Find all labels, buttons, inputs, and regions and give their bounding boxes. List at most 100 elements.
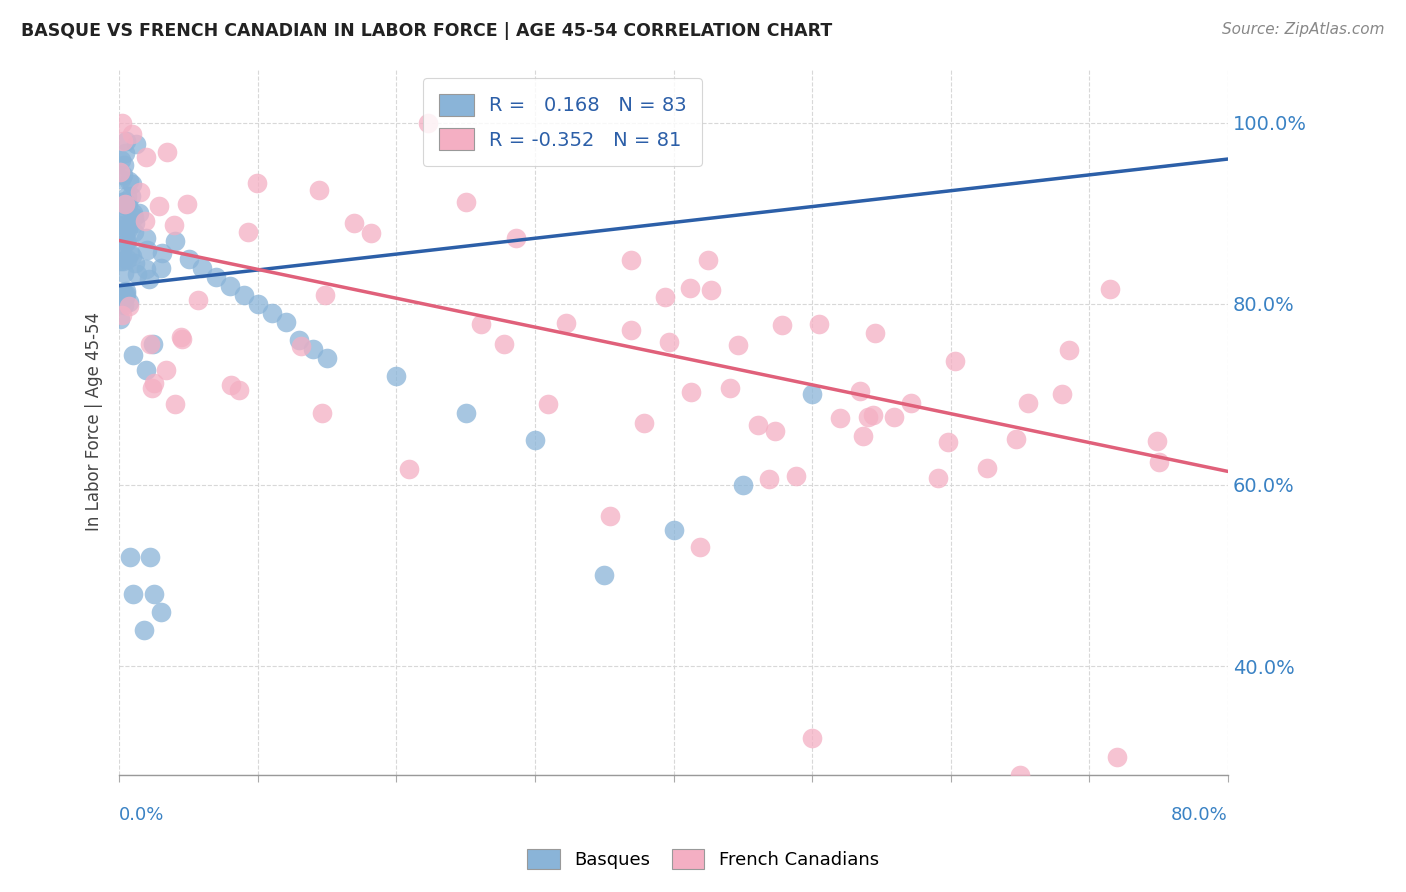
Point (177, 252, 200, 266)
Point (122, 226, 145, 240)
Point (456, 195, 478, 210)
Point (112, 285, 135, 300)
Point (758, 472, 780, 486)
Point (763, 424, 786, 438)
Point (302, 342, 325, 356)
Point (398, 462, 420, 476)
Point (114, 157, 136, 171)
Point (155, 363, 177, 377)
Legend: R =   0.168   N = 83, R = -0.352   N = 81: R = 0.168 N = 83, R = -0.352 N = 81 (423, 78, 703, 166)
Point (1008, 767, 1031, 781)
Point (149, 605, 172, 619)
Text: 80.0%: 80.0% (1171, 806, 1227, 824)
Point (115, 284, 138, 298)
Point (494, 337, 516, 351)
Point (117, 252, 139, 266)
Point (808, 318, 831, 332)
Point (110, 171, 132, 186)
Point (112, 219, 135, 233)
Point (770, 318, 793, 332)
Point (112, 266, 135, 280)
Point (115, 189, 138, 203)
Point (112, 298, 135, 312)
Point (122, 210, 145, 224)
Point (170, 332, 193, 346)
Point (124, 216, 146, 230)
Point (141, 337, 163, 351)
Point (233, 288, 256, 302)
Point (129, 185, 152, 199)
Point (111, 254, 134, 268)
Point (454, 405, 477, 419)
Point (1105, 749, 1128, 764)
Point (697, 253, 720, 268)
Point (416, 116, 439, 130)
Point (228, 383, 250, 397)
Point (135, 231, 157, 245)
Point (927, 471, 949, 485)
Point (863, 326, 886, 340)
Point (678, 281, 700, 295)
Point (134, 214, 156, 228)
Text: Source: ZipAtlas.com: Source: ZipAtlas.com (1222, 22, 1385, 37)
Point (114, 145, 136, 160)
Point (138, 271, 160, 285)
Point (593, 568, 616, 582)
Point (883, 410, 905, 425)
Point (118, 173, 141, 187)
Point (1050, 386, 1073, 401)
Point (856, 410, 879, 425)
Point (658, 334, 681, 349)
Point (900, 396, 922, 410)
Point (163, 397, 186, 411)
Point (976, 461, 998, 475)
Point (118, 299, 141, 313)
Point (111, 195, 134, 210)
Point (117, 198, 139, 212)
Point (135, 150, 157, 164)
Point (117, 222, 139, 236)
Point (1098, 282, 1121, 296)
Point (124, 256, 146, 270)
Point (114, 226, 136, 240)
Point (141, 381, 163, 395)
Point (260, 306, 283, 320)
Point (111, 168, 134, 182)
Point (111, 134, 134, 148)
Point (727, 337, 749, 351)
Point (163, 218, 186, 232)
Point (246, 176, 269, 190)
Point (274, 315, 297, 329)
Point (555, 316, 578, 330)
Point (117, 211, 139, 226)
Point (111, 116, 134, 130)
Point (120, 189, 142, 203)
Point (785, 468, 807, 483)
Point (633, 416, 655, 430)
Point (111, 293, 134, 308)
Point (689, 541, 711, 555)
Point (115, 234, 138, 248)
Point (125, 137, 148, 152)
Point (862, 408, 884, 422)
Point (343, 216, 366, 230)
Point (108, 219, 131, 233)
Point (128, 206, 150, 220)
Point (747, 418, 769, 433)
Point (170, 330, 193, 344)
Point (114, 197, 136, 211)
Point (246, 297, 269, 311)
Point (118, 294, 141, 309)
Point (191, 260, 214, 275)
Point (139, 550, 162, 565)
Point (115, 286, 138, 301)
Point (662, 523, 685, 537)
Point (316, 351, 339, 366)
Point (127, 267, 149, 281)
Point (290, 339, 312, 353)
Point (136, 243, 159, 257)
Point (936, 434, 959, 449)
Point (115, 235, 138, 249)
Point (288, 333, 311, 347)
Point (143, 376, 166, 391)
